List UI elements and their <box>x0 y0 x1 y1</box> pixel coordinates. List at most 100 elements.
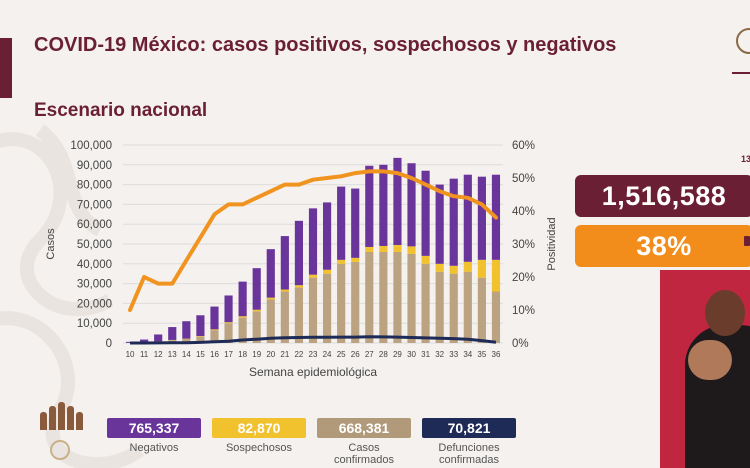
bar-confirmados <box>210 330 219 343</box>
y2-tick-label: 50% <box>512 173 535 185</box>
legend-label-line2: confirmadas <box>439 454 499 466</box>
legend-label-line1: Defunciones <box>438 442 500 454</box>
bar-confirmados <box>491 291 501 343</box>
y2-tick-label: 40% <box>512 206 535 218</box>
bar-confirmados <box>224 323 233 343</box>
legend-confirmados: 668,381 Casos confirmados <box>317 418 411 466</box>
y2-tick-label: 60% <box>512 140 535 152</box>
y2-tick-label: 30% <box>512 239 535 251</box>
bar-sospechosos <box>224 322 233 324</box>
x-tick-label: 21 <box>280 350 289 359</box>
date-fragment: 13 <box>741 154 750 164</box>
side-label-mark <box>744 236 750 246</box>
x-tick-label: 10 <box>126 350 135 359</box>
x-tick-label: 12 <box>154 350 163 359</box>
bar-confirmados <box>294 287 304 343</box>
y-axis-ticks: 100,000 90,000 80,000 70,000 60,000 50,000 40,… <box>70 140 112 350</box>
x-tick-label: 31 <box>421 350 430 359</box>
bar-negativos <box>168 327 177 340</box>
x-tick-label: 28 <box>379 350 388 359</box>
bar-negativos <box>224 295 233 323</box>
legend-label: Sospechosos <box>225 442 293 454</box>
bar-sospechosos <box>491 259 501 292</box>
y-tick-label: 30,000 <box>77 279 112 291</box>
bar-negativos <box>182 321 191 339</box>
legend-value: 82,870 <box>212 418 306 438</box>
bar-sospechosos <box>449 265 458 274</box>
x-tick-label: 19 <box>252 350 261 359</box>
bar-negativos <box>393 157 402 245</box>
y-tick-label: 50,000 <box>77 239 112 251</box>
bar-confirmados <box>196 336 205 343</box>
bar-confirmados <box>393 251 402 343</box>
total-cases-box: 1,516,588 <box>575 175 750 217</box>
y-tick-label: 10,000 <box>77 318 112 330</box>
bar-negativos <box>294 220 304 286</box>
bar-confirmados <box>463 271 472 343</box>
x-axis-ticks: 10 11 12 13 14 15 16 17 18 19 20 21 22 23 24 25 26 27 28 29… <box>126 350 501 359</box>
bar-negativos <box>449 178 458 266</box>
bar-confirmados <box>435 271 444 343</box>
bar-negativos <box>322 202 332 270</box>
defunciones-line <box>130 335 497 345</box>
bar-negativos <box>477 176 486 260</box>
bar-sospechosos <box>337 259 346 264</box>
bar-sospechosos <box>210 329 219 331</box>
bar-negativos <box>421 170 430 256</box>
bar-confirmados <box>308 277 318 343</box>
bar-negativos <box>140 339 149 343</box>
x-tick-label: 16 <box>210 350 219 359</box>
bar-sospechosos <box>407 246 416 254</box>
bar-sospechosos <box>252 309 261 312</box>
x-tick-label: 26 <box>351 350 360 359</box>
lines-group <box>128 169 498 345</box>
bar-sospechosos <box>351 257 360 262</box>
bar-negativos <box>463 174 472 262</box>
bar-sospechosos <box>266 297 275 300</box>
bar-negativos <box>337 186 346 260</box>
bar-negativos <box>210 306 219 330</box>
header-divider <box>732 72 750 74</box>
page-title: COVID-19 México: casos positivos, sospec… <box>34 34 617 56</box>
health-logo-icon <box>38 400 84 430</box>
bar-confirmados <box>365 251 374 343</box>
y-tick-label: 60,000 <box>77 219 112 231</box>
legend-label: Negativos <box>129 442 179 454</box>
bar-confirmados <box>449 273 458 343</box>
bar-sospechosos <box>322 269 332 274</box>
bar-negativos <box>280 236 289 290</box>
bar-confirmados <box>238 317 247 343</box>
legend-label: Casos confirmados <box>317 442 411 466</box>
bar-confirmados <box>351 261 360 343</box>
y2-tick-label: 0% <box>512 338 529 350</box>
bar-sospechosos <box>280 289 289 292</box>
x-tick-label: 11 <box>140 350 149 359</box>
x-tick-label: 25 <box>337 350 346 359</box>
bar-negativos <box>238 281 247 317</box>
interpreter-hands <box>688 340 732 380</box>
bar-sospechosos <box>238 316 247 318</box>
x-tick-label: 23 <box>309 350 318 359</box>
x-tick-label: 15 <box>196 350 205 359</box>
legend-label-line2: confirmados <box>334 454 394 466</box>
x-tick-label: 22 <box>294 350 303 359</box>
bar-confirmados <box>337 263 346 343</box>
x-tick-label: 36 <box>492 350 501 359</box>
bar-sospechosos <box>421 255 430 264</box>
bar-negativos <box>308 208 318 275</box>
x-tick-label: 20 <box>266 350 275 359</box>
y-tick-label: 40,000 <box>77 259 112 271</box>
x-tick-label: 18 <box>238 350 247 359</box>
legend-label: Defunciones confirmadas <box>422 442 516 466</box>
bar-sospechosos <box>393 244 402 252</box>
page-subtitle: Escenario nacional <box>34 100 208 121</box>
bar-negativos <box>435 184 444 264</box>
x-tick-label: 13 <box>168 350 177 359</box>
x-tick-label: 17 <box>224 350 233 359</box>
x-tick-label: 30 <box>407 350 416 359</box>
x-tick-label: 33 <box>449 350 458 359</box>
bar-confirmados <box>477 277 486 343</box>
bar-confirmados <box>322 273 332 343</box>
title-accent-bar <box>0 38 12 98</box>
bar-confirmados <box>379 251 388 343</box>
